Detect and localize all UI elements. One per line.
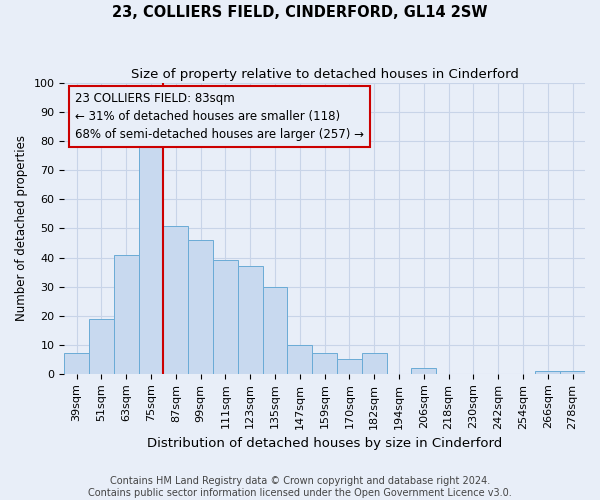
Text: Contains HM Land Registry data © Crown copyright and database right 2024.
Contai: Contains HM Land Registry data © Crown c… xyxy=(88,476,512,498)
Bar xyxy=(89,318,114,374)
Bar xyxy=(64,354,89,374)
Bar xyxy=(362,354,386,374)
Bar xyxy=(312,354,337,374)
Bar xyxy=(287,344,312,374)
Bar xyxy=(114,254,139,374)
Bar xyxy=(560,371,585,374)
Bar xyxy=(163,226,188,374)
Bar xyxy=(535,371,560,374)
Text: 23, COLLIERS FIELD, CINDERFORD, GL14 2SW: 23, COLLIERS FIELD, CINDERFORD, GL14 2SW xyxy=(112,5,488,20)
Title: Size of property relative to detached houses in Cinderford: Size of property relative to detached ho… xyxy=(131,68,518,80)
Y-axis label: Number of detached properties: Number of detached properties xyxy=(15,136,28,322)
Bar xyxy=(263,286,287,374)
Text: 23 COLLIERS FIELD: 83sqm
← 31% of detached houses are smaller (118)
68% of semi-: 23 COLLIERS FIELD: 83sqm ← 31% of detach… xyxy=(74,92,364,141)
Bar xyxy=(412,368,436,374)
Bar xyxy=(238,266,263,374)
X-axis label: Distribution of detached houses by size in Cinderford: Distribution of detached houses by size … xyxy=(147,437,502,450)
Bar xyxy=(337,360,362,374)
Bar xyxy=(139,144,163,374)
Bar xyxy=(213,260,238,374)
Bar xyxy=(188,240,213,374)
